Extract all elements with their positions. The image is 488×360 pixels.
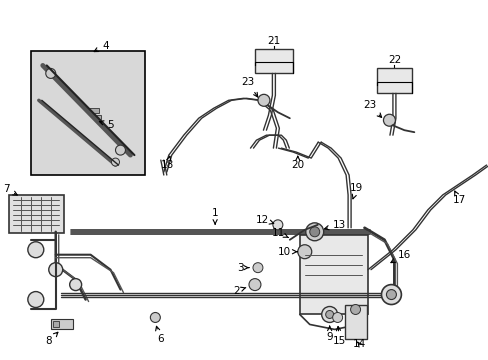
Text: 21: 21 [267, 36, 280, 46]
Circle shape [115, 145, 125, 155]
Circle shape [321, 306, 337, 323]
Circle shape [350, 305, 360, 315]
Bar [51, 319, 73, 329]
Text: 17: 17 [451, 191, 465, 205]
Circle shape [248, 279, 261, 291]
Circle shape [28, 292, 44, 307]
Text: 9: 9 [325, 326, 332, 342]
Text: 3: 3 [236, 263, 248, 273]
Text: 20: 20 [291, 156, 304, 170]
Circle shape [252, 263, 263, 273]
Text: 23: 23 [241, 77, 257, 97]
Circle shape [111, 158, 119, 166]
Circle shape [46, 68, 56, 78]
Bar [88, 108, 99, 113]
Circle shape [386, 289, 396, 300]
Circle shape [325, 310, 333, 319]
Text: 7: 7 [2, 184, 17, 195]
Circle shape [297, 245, 311, 259]
Circle shape [150, 312, 160, 323]
Bar [9, 195, 63, 233]
Circle shape [69, 279, 81, 291]
Text: 11: 11 [272, 228, 288, 238]
Circle shape [383, 114, 395, 126]
Text: 5: 5 [99, 120, 114, 130]
Text: 23: 23 [362, 100, 381, 117]
Bar [299, 235, 367, 315]
Bar [344, 305, 366, 339]
Circle shape [332, 312, 342, 323]
Text: 2: 2 [233, 285, 245, 296]
Text: 18: 18 [161, 156, 174, 170]
Text: 22: 22 [387, 55, 400, 66]
Circle shape [381, 285, 401, 305]
Bar [377, 68, 411, 93]
Text: 4: 4 [94, 41, 109, 51]
Text: 10: 10 [278, 247, 297, 257]
Text: 6: 6 [155, 326, 163, 345]
Text: 15: 15 [332, 327, 346, 346]
Bar [53, 321, 59, 328]
Text: 12: 12 [256, 215, 273, 225]
Polygon shape [31, 50, 145, 175]
Circle shape [305, 223, 323, 241]
Circle shape [272, 220, 282, 230]
Circle shape [49, 263, 62, 276]
Text: 14: 14 [352, 339, 366, 349]
Circle shape [309, 227, 319, 237]
Text: 13: 13 [324, 220, 346, 230]
Text: 19: 19 [349, 183, 363, 199]
Text: 8: 8 [45, 332, 58, 346]
Bar [92, 115, 101, 119]
Circle shape [28, 242, 44, 258]
Text: 16: 16 [390, 250, 410, 263]
Circle shape [258, 94, 269, 106]
Bar [254, 49, 292, 73]
Text: 1: 1 [211, 208, 218, 224]
